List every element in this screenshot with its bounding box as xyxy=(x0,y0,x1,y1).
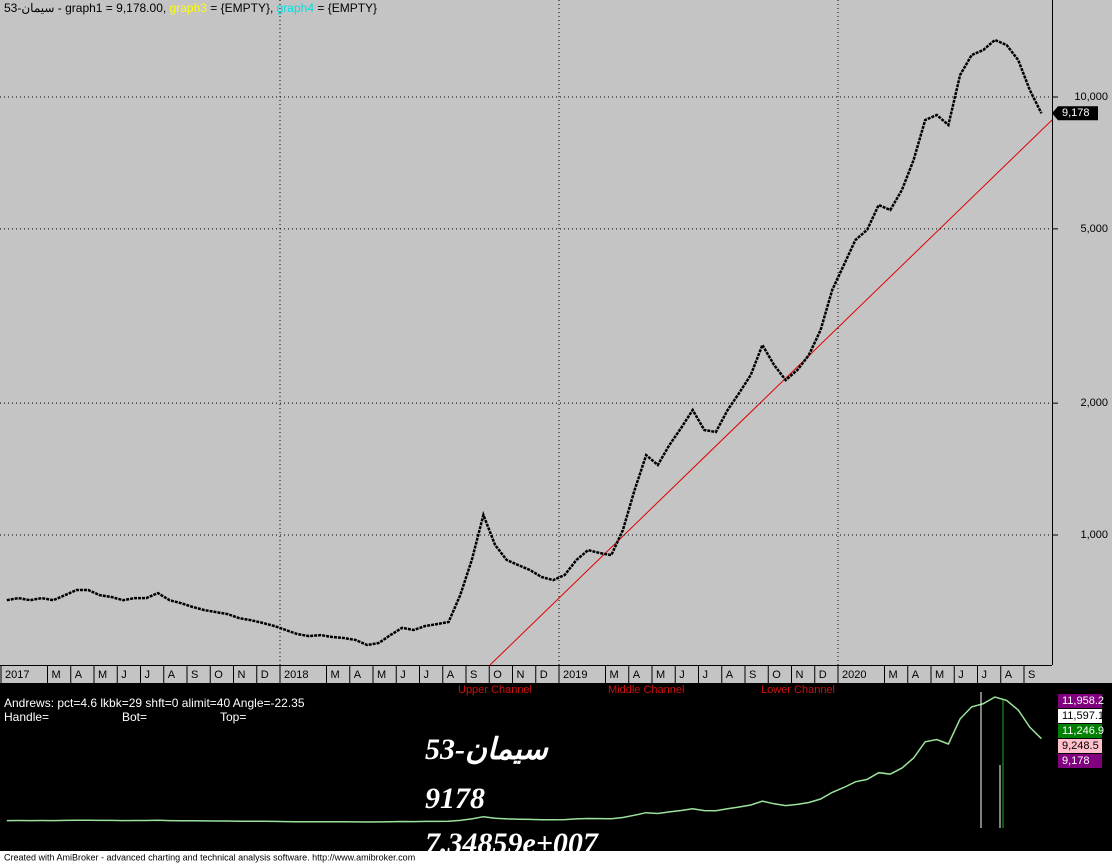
x-tick-label: M xyxy=(656,669,665,681)
price-label: 11,246.9 xyxy=(1062,725,1104,737)
x-tick-label: M xyxy=(935,669,944,681)
footer-bar xyxy=(0,851,1112,865)
graph4-value: = {EMPTY} xyxy=(317,1,377,15)
channel-label: Middle Channel xyxy=(608,684,684,696)
last-value-label: 9,178 xyxy=(1062,107,1090,119)
x-tick-label: 2019 xyxy=(563,669,587,681)
x-tick-label: 2020 xyxy=(842,669,866,681)
x-tick-label: J xyxy=(703,669,709,681)
lower-pane xyxy=(0,683,1112,851)
header: 53-سیمان - graph1 = 9,178.00, graph3 = {… xyxy=(4,1,377,15)
price-line xyxy=(6,38,1043,647)
channel-label: Upper Channel xyxy=(458,684,532,696)
x-tick-label: D xyxy=(540,669,548,681)
x-tick-label: J xyxy=(679,669,685,681)
x-tick-label: J xyxy=(958,669,964,681)
x-tick-label: J xyxy=(982,669,988,681)
y-tick-label: 10,000 xyxy=(1074,91,1108,103)
x-tick-label: M xyxy=(331,669,340,681)
price-label: 9,248.5 xyxy=(1062,740,1099,752)
price-label: 9,178 xyxy=(1062,755,1090,767)
x-tick-label: M xyxy=(889,669,898,681)
graph1: - graph1 = 9,178.00, xyxy=(58,1,166,15)
y-tick-label: 2,000 xyxy=(1080,397,1108,409)
channel-label: Lower Channel xyxy=(761,684,835,696)
graph4: graph4 xyxy=(277,1,315,15)
price-label-box xyxy=(1058,739,1102,753)
x-tick-label: O xyxy=(493,669,502,681)
x-tick-label: A xyxy=(168,669,176,681)
top: Top= xyxy=(220,710,246,724)
trend-line xyxy=(489,119,1053,666)
x-tick-label: N xyxy=(517,669,525,681)
x-tick-label: N xyxy=(796,669,804,681)
x-tick-label: S xyxy=(191,669,198,681)
big-text: 9178 xyxy=(425,782,485,815)
upper-pane xyxy=(0,0,1112,683)
bot: Bot= xyxy=(122,710,147,724)
footer: Created with AmiBroker - advanced charti… xyxy=(4,852,415,862)
x-tick-label: J xyxy=(145,669,151,681)
x-tick-label: J xyxy=(400,669,406,681)
x-tick-label: A xyxy=(1005,669,1013,681)
x-tick-label: D xyxy=(261,669,269,681)
x-tick-label: A xyxy=(354,669,362,681)
graph3-value: = {EMPTY}, xyxy=(210,1,273,15)
x-tick-label: O xyxy=(214,669,223,681)
price-label-box xyxy=(1058,754,1102,768)
x-tick-label: J xyxy=(121,669,127,681)
indicator-info: Andrews: pct=4.6 lkbk=29 shft=0 alimit=4… xyxy=(4,696,305,710)
x-tick-label: S xyxy=(470,669,477,681)
x-tick-label: J xyxy=(424,669,430,681)
price-label-box xyxy=(1058,694,1102,708)
x-tick-label: A xyxy=(912,669,920,681)
graph3: graph3 xyxy=(170,1,208,15)
x-tick-label: M xyxy=(377,669,386,681)
x-tick-label: M xyxy=(610,669,619,681)
price-label-box xyxy=(1058,724,1102,738)
x-tick-label: A xyxy=(633,669,641,681)
symbol: 53-سیمان xyxy=(4,1,54,15)
last-value-box xyxy=(1052,106,1098,121)
mini-price-line xyxy=(6,696,1042,823)
x-tick-label: S xyxy=(749,669,756,681)
x-tick-label: 2018 xyxy=(284,669,308,681)
handle: Handle= xyxy=(4,710,49,724)
y-tick-label: 5,000 xyxy=(1080,223,1108,235)
x-tick-label: A xyxy=(726,669,734,681)
x-tick-label: M xyxy=(52,669,61,681)
x-tick-label: N xyxy=(238,669,246,681)
price-label: 11,597.1 xyxy=(1062,710,1104,722)
price-label: 11,958.2 xyxy=(1062,695,1104,707)
x-tick-label: O xyxy=(772,669,781,681)
x-tick-label: 2017 xyxy=(5,669,29,681)
x-tick-label: A xyxy=(75,669,83,681)
y-tick-label: 1,000 xyxy=(1080,529,1108,541)
x-tick-label: D xyxy=(819,669,827,681)
price-label-box xyxy=(1058,709,1102,723)
x-tick-label: S xyxy=(1028,669,1035,681)
x-tick-label: M xyxy=(98,669,107,681)
big-text: 53-سیمان xyxy=(425,733,550,766)
x-tick-label: A xyxy=(447,669,455,681)
